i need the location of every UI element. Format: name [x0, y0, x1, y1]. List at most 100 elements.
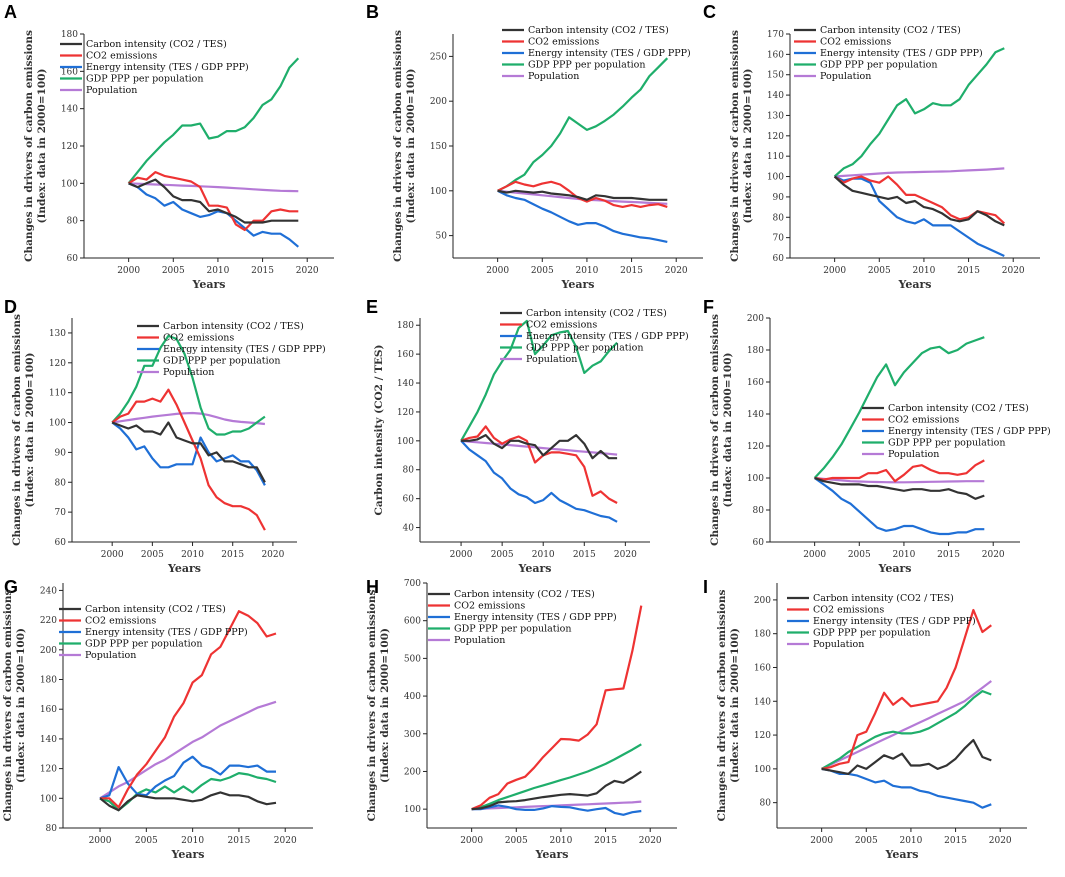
legend-entry: Population [86, 85, 137, 96]
legend-entry: Carbon intensity (CO2 / TES) [820, 25, 961, 36]
legend: Carbon intensity (CO2 / TES)CO2 emission… [500, 308, 689, 365]
y-axis-label: (Index: data in 2000=100) [379, 628, 391, 783]
y-tick-label: 140 [40, 735, 57, 745]
x-tick-label: 2010 [549, 836, 572, 846]
y-tick-label: 140 [747, 410, 764, 420]
x-tick-label: 2005 [491, 550, 514, 560]
x-axis-label: Years [170, 848, 204, 861]
legend-entry: GDP PPP per population [454, 624, 571, 635]
x-tick-label: 2010 [899, 836, 922, 846]
panel-label: F [703, 297, 714, 317]
y-tick-label: 100 [430, 187, 447, 197]
y-tick-label: 100 [40, 794, 57, 804]
x-tick-label: 2015 [594, 836, 617, 846]
legend-entry: Carbon intensity (CO2 / TES) [888, 403, 1029, 414]
legend-entry: GDP PPP per population [526, 343, 643, 354]
legend-entry: CO2 emissions [813, 605, 884, 616]
y-axis-label: Changes in drivers of carbon emissions [366, 590, 378, 822]
x-tick-label: 2015 [937, 550, 960, 560]
legend-entry: Energy intensity (TES / GDP PPP) [526, 331, 689, 342]
panel-label: B [366, 2, 379, 22]
y-tick-label: 200 [430, 97, 447, 107]
x-axis-label: Years [517, 562, 551, 575]
legend-entry: CO2 emissions [526, 320, 597, 331]
legend: Carbon intensity (CO2 / TES)CO2 emission… [137, 321, 326, 378]
x-axis-label: Years [897, 278, 931, 291]
x-tick-label: 2000 [117, 266, 140, 276]
x-tick-label: 2005 [162, 266, 185, 276]
x-tick-label: 2010 [912, 266, 935, 276]
x-tick-label: 2015 [944, 836, 967, 846]
y-tick-label: 110 [767, 152, 784, 162]
series-line-energy-intensity [129, 183, 299, 247]
x-tick-label: 2005 [531, 266, 554, 276]
y-tick-label: 130 [767, 111, 784, 121]
y-axis-label: (Index: data in 2000=100) [405, 69, 417, 224]
x-tick-label: 2015 [957, 266, 980, 276]
series-line-energy-intensity [472, 805, 642, 814]
y-axis-label: (Index: data in 2000=100) [24, 353, 36, 508]
y-tick-label: 80 [67, 217, 79, 227]
series-line-carbon-intensity [100, 792, 276, 810]
x-tick-label: 2020 [639, 836, 662, 846]
y-tick-label: 200 [754, 596, 771, 606]
x-tick-label: 2020 [274, 836, 297, 846]
y-tick-label: 160 [754, 663, 771, 673]
legend-entry: Carbon intensity (CO2 / TES) [528, 25, 669, 36]
y-tick-label: 150 [430, 142, 447, 152]
legend-entry: Carbon intensity (CO2 / TES) [163, 321, 304, 332]
y-tick-label: 110 [49, 389, 66, 399]
x-tick-label: 2005 [505, 836, 528, 846]
legend-entry: Population [528, 71, 579, 82]
y-axis-label: Changes in drivers of carbon emissions [729, 30, 741, 262]
y-tick-label: 80 [760, 799, 772, 809]
panel-label: I [703, 577, 708, 597]
x-tick-label: 2020 [665, 266, 688, 276]
legend-entry: Population [820, 71, 871, 82]
series-line-carbon-intensity [835, 177, 1005, 226]
legend-entry: Energy intensity (TES / GDP PPP) [820, 48, 983, 59]
legend-entry: GDP PPP per population [820, 60, 937, 71]
y-tick-label: 100 [747, 474, 764, 484]
panel-label: A [4, 2, 17, 22]
x-axis-label: Years [877, 562, 911, 575]
series-line-gdp-per-pop [472, 744, 642, 809]
series-line-population [498, 191, 668, 204]
y-tick-label: 80 [773, 213, 785, 223]
y-axis-label: Changes in drivers of carbon emissions [392, 30, 404, 262]
legend-entry: CO2 emissions [163, 333, 234, 344]
legend-entry: Population [813, 639, 864, 650]
legend-entry: GDP PPP per population [86, 74, 203, 85]
y-tick-label: 60 [55, 538, 67, 548]
y-tick-label: 70 [773, 234, 785, 244]
y-tick-label: 120 [397, 408, 414, 418]
y-tick-label: 140 [61, 105, 78, 115]
y-axis-label: Changes in drivers of carbon emissions [716, 590, 728, 822]
y-axis-label: Changes in drivers of carbon emissions [23, 30, 35, 262]
y-tick-label: 200 [40, 646, 57, 656]
legend-entry: CO2 emissions [888, 415, 959, 426]
x-axis-label: Years [534, 848, 568, 861]
legend-entry: GDP PPP per population [888, 438, 1005, 449]
y-tick-label: 120 [61, 142, 78, 152]
legend: Carbon intensity (CO2 / TES)CO2 emission… [59, 604, 248, 661]
y-tick-label: 60 [403, 495, 415, 505]
y-tick-label: 120 [747, 442, 764, 452]
y-tick-label: 120 [40, 765, 57, 775]
y-tick-label: 140 [397, 379, 414, 389]
y-tick-label: 50 [436, 232, 448, 242]
y-tick-label: 100 [754, 765, 771, 775]
legend: Carbon intensity (CO2 / TES)CO2 emission… [862, 403, 1051, 460]
y-tick-label: 180 [754, 630, 771, 640]
y-tick-label: 160 [61, 67, 78, 77]
x-tick-label: 2005 [141, 550, 164, 560]
legend-entry: CO2 emissions [454, 601, 525, 612]
y-tick-label: 80 [46, 824, 58, 834]
y-tick-label: 80 [753, 506, 765, 516]
